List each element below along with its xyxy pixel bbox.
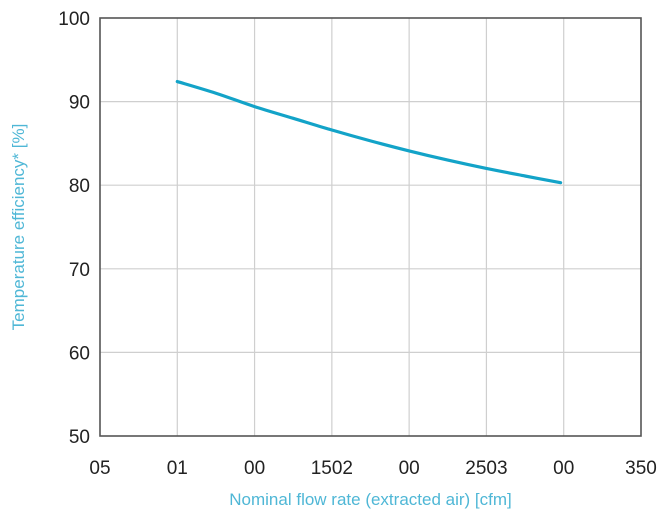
series-layer bbox=[175, 79, 563, 185]
y-tick-labels: 50 60 70 80 90 100 bbox=[58, 9, 90, 448]
plot-frame bbox=[99, 17, 642, 437]
x-tick-label: 00 bbox=[244, 458, 265, 479]
y-tick-label: 70 bbox=[69, 260, 90, 281]
x-axis-title: Nominal flow rate (extracted air) [cfm] bbox=[229, 490, 511, 509]
x-tick-label: 00 bbox=[553, 458, 574, 479]
x-tick-label: 350 bbox=[625, 458, 657, 479]
x-tick-labels: 05 01 00 1502 00 2503 00 350 bbox=[89, 458, 656, 479]
x-tick-label: 01 bbox=[167, 458, 188, 479]
x-tick-label: 1502 bbox=[311, 458, 353, 479]
efficiency-series-line bbox=[175, 79, 563, 185]
grid-lines bbox=[100, 18, 641, 436]
x-tick-label: 2503 bbox=[465, 458, 507, 479]
x-tick-label: 00 bbox=[399, 458, 420, 479]
y-tick-label: 80 bbox=[69, 176, 90, 197]
y-tick-label: 60 bbox=[69, 343, 90, 364]
y-axis-title: Temperature efficiency* [%] bbox=[9, 124, 28, 331]
y-tick-label: 90 bbox=[69, 93, 90, 114]
y-tick-label: 100 bbox=[58, 9, 90, 30]
y-tick-label: 50 bbox=[69, 427, 90, 448]
x-tick-label: 05 bbox=[89, 458, 110, 479]
